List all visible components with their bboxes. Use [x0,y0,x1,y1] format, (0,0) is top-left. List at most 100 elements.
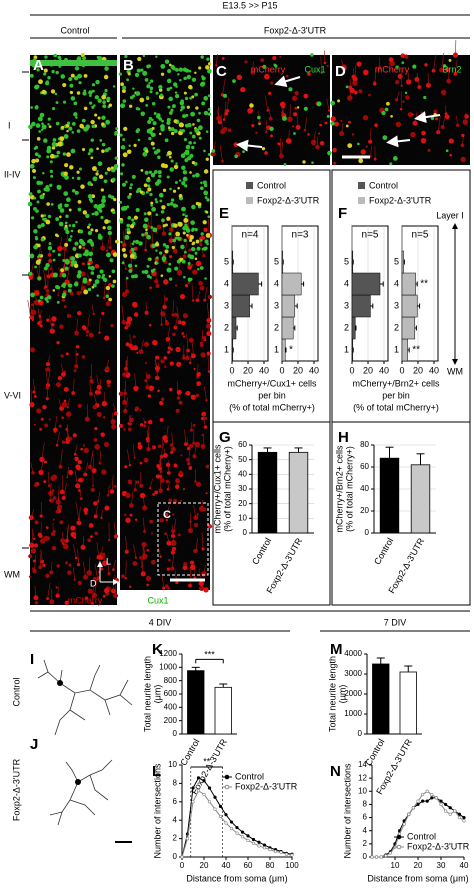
cell [147,184,151,188]
y-tick-label: 5 [344,256,349,266]
cell [192,454,197,459]
cell [79,123,84,129]
cell [82,210,88,215]
cell [75,220,78,224]
cell [140,68,144,72]
cell [29,542,35,548]
cell [172,332,176,337]
cell [54,92,58,96]
cell [294,106,298,110]
cell [133,143,137,147]
cell [199,285,205,291]
cell [178,67,184,72]
cell [71,176,75,180]
process [142,517,145,532]
cell [195,260,202,267]
cell [34,152,39,157]
cell [73,369,77,373]
cell [153,112,157,116]
cell [62,259,66,262]
cell [112,252,118,257]
cell [424,63,428,67]
cell [139,556,143,560]
cell [134,72,140,78]
process [140,339,144,352]
n-label: n=5 [412,230,429,241]
cell [155,355,160,360]
point [462,815,466,820]
cell [83,106,88,111]
image-arrows [236,75,441,152]
process [167,327,170,340]
legend-label: Control [369,180,398,190]
legend-swatch [246,197,253,204]
process [296,112,299,128]
cell [78,245,82,249]
y-tick-label: 3 [394,300,399,310]
cell [101,198,106,204]
cell [136,351,139,355]
cell [203,190,209,196]
cell [203,149,206,153]
cell [50,202,54,206]
cell [120,82,124,87]
cell [70,96,76,101]
cell [303,93,309,99]
y-tick-label: 8 [363,800,368,809]
cell [55,121,60,126]
cell [101,142,106,147]
y-tick-label: 8 [173,779,178,788]
cell [46,202,50,206]
cell [31,216,35,220]
point [290,853,294,857]
point [202,779,206,783]
cell [147,176,150,180]
process [145,237,147,250]
cell [134,264,138,268]
process [49,315,53,332]
cell [64,224,68,228]
panel-letter: A [33,57,44,74]
cell [68,470,74,475]
cell [110,166,114,170]
cell [170,550,175,555]
process [72,567,75,580]
cell [421,130,426,136]
cell [207,94,211,98]
cell [141,270,145,274]
cell [108,297,113,302]
cell [41,124,47,130]
cell [61,371,66,377]
cell [150,204,153,207]
cell [119,200,123,204]
cell [83,89,87,93]
cell [64,600,69,606]
y-axis-label: Total neurite length [327,656,337,732]
cell [92,283,97,288]
cell [90,228,94,232]
cell [405,95,410,100]
orientation-label: L [106,556,111,566]
process [30,306,34,320]
cell [125,492,131,499]
cell [145,228,148,232]
cell [43,68,48,73]
process [124,397,129,412]
cell [39,295,44,300]
cell [68,238,72,242]
cell [118,391,124,397]
cell [123,253,128,258]
cell [152,121,157,126]
cell [176,389,182,395]
cell [53,427,58,432]
process [30,462,34,473]
cell [247,107,253,114]
cell [62,246,67,250]
cell [139,492,146,499]
cell [141,233,145,237]
cell [124,465,128,469]
x-tick-label: 40 [309,365,319,375]
cell [188,337,194,343]
cell [158,174,162,178]
cell [68,283,73,288]
